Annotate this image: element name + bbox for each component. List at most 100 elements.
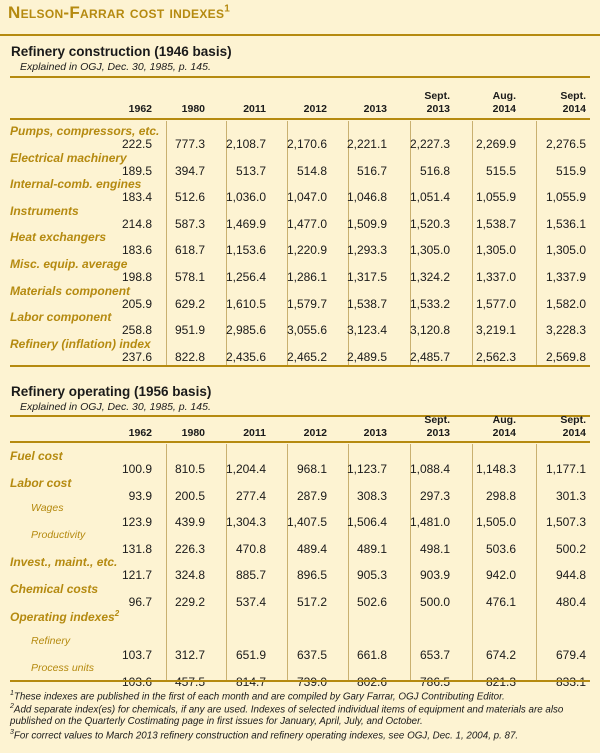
construction-row-label-text: Misc. equip. average (10, 257, 128, 271)
operating-row-label-text: Wages (31, 502, 64, 515)
title-footnote-marker: 1 (224, 3, 231, 15)
operating-cell: 802.6 (356, 674, 387, 689)
operating-cell: 786.5 (419, 674, 450, 689)
operating-cell: 739.0 (296, 674, 327, 689)
operating-row-label-text: Fuel cost (10, 449, 63, 463)
construction-cell: 1,477.0 (286, 216, 327, 231)
construction-column-separator (287, 121, 288, 365)
construction-cell: 214.8 (121, 216, 152, 231)
construction-cell: 1,055.9 (475, 190, 516, 205)
construction-cell: 198.8 (121, 270, 152, 284)
construction-cell: 2,221.1 (346, 137, 387, 151)
construction-column-separator (226, 121, 227, 365)
construction-cell: 3,120.8 (409, 323, 450, 338)
construction-cell: 1,509.9 (346, 216, 387, 231)
construction-cell: 3,123.4 (346, 323, 387, 338)
construction-cell: 3,228.3 (545, 323, 586, 338)
operating-cell: 1,507.3 (545, 515, 586, 530)
construction-col-header-line2: 2013 (363, 103, 387, 115)
construction-cell: 1,055.9 (545, 190, 586, 205)
operating-cell: 100.9 (121, 462, 152, 476)
operating-row-label: Productivity (31, 529, 85, 541)
operating-cell: 674.2 (485, 648, 516, 663)
construction-cell: 1,324.2 (409, 270, 450, 284)
operating-cell: 944.8 (555, 568, 586, 583)
operating-cell: 637.5 (296, 648, 327, 663)
operating-row-label: Fuel cost (10, 449, 63, 463)
operating-cell: 1,177.1 (545, 462, 586, 476)
operating-cell: 297.3 (419, 488, 450, 503)
operating-row-label: Chemical costs (10, 582, 98, 596)
operating-title: Refinery operating (1956 basis) (11, 384, 212, 399)
operating-cell: 229.2 (174, 595, 205, 609)
operating-table-bottom-rule (10, 680, 590, 682)
operating-cell: 277.4 (235, 488, 266, 503)
construction-cell: 2,435.6 (225, 349, 266, 364)
construction-col-header: 1980 (145, 90, 205, 116)
construction-cell: 2,562.3 (475, 349, 516, 364)
construction-col-header-line1 (145, 90, 205, 103)
operating-cell: 480.4 (555, 595, 586, 609)
operating-cell: 457.5 (174, 674, 205, 689)
construction-header-rule-top (10, 76, 590, 78)
construction-cell: 513.7 (235, 163, 266, 178)
construction-row-label-text: Pumps, compressors, etc. (10, 124, 160, 138)
construction-row-label-text: Refinery (inflation) index (10, 336, 151, 351)
operating-cell: 821.3 (485, 674, 516, 689)
operating-cell: 1,407.5 (286, 515, 327, 530)
construction-cell: 183.4 (121, 190, 152, 205)
construction-col-header: Sept. 2014 (526, 90, 586, 116)
construction-row-label: Labor component (10, 310, 111, 324)
operating-cell: 679.4 (555, 648, 586, 663)
construction-header-rule-bottom (10, 118, 590, 120)
operating-col-header-line1 (327, 414, 387, 427)
operating-cell: 968.1 (296, 462, 327, 476)
operating-cell: 500.0 (419, 595, 450, 609)
construction-cell: 237.6 (121, 349, 152, 364)
operating-col-header-line1 (267, 414, 327, 427)
footnote-2-marker: 2 (10, 703, 14, 710)
construction-col-header-line2: 1980 (181, 103, 205, 115)
footnote-1: 1These indexes are published in the firs… (10, 688, 590, 703)
operating-row-label: Process units (31, 662, 94, 674)
construction-col-header-line1: Aug. (492, 90, 516, 102)
operating-row-label: Invest., maint., etc. (10, 555, 117, 569)
construction-cell: 258.8 (121, 323, 152, 338)
construction-cell: 2,485.7 (409, 349, 450, 364)
operating-row-label-text: Process units (31, 661, 95, 674)
operating-cell: 1,204.4 (225, 462, 266, 476)
operating-row-label-text: Refinery (31, 635, 71, 648)
operating-note: Explained in OGJ, Dec. 30, 1985, p. 145. (20, 401, 211, 413)
operating-col-header-line1: Aug. (492, 414, 516, 426)
construction-cell: 514.8 (296, 163, 327, 178)
operating-cell: 470.8 (235, 541, 266, 556)
operating-column-separator (226, 444, 227, 680)
operating-cell: 476.1 (485, 595, 516, 609)
construction-col-header: Aug. 2014 (456, 90, 516, 116)
construction-col-header-line1 (92, 90, 152, 103)
operating-row-label: Labor cost (10, 476, 71, 490)
operating-cell: 131.8 (121, 541, 152, 556)
construction-cell: 1,337.9 (545, 270, 586, 284)
construction-cell: 1,036.0 (225, 190, 266, 205)
title-text: Nelson-Farrar cost indexes (8, 3, 225, 22)
construction-cell: 1,610.5 (225, 296, 266, 311)
construction-cell: 1,305.0 (545, 243, 586, 258)
operating-cell: 537.4 (235, 595, 266, 609)
operating-cell: 1,088.4 (409, 462, 450, 476)
construction-cell: 1,579.7 (286, 296, 327, 311)
construction-title: Refinery construction (1946 basis) (11, 44, 232, 59)
construction-cell: 189.5 (121, 163, 152, 178)
operating-row-label-text: Invest., maint., etc. (10, 555, 118, 570)
operating-row-label-text: Productivity (31, 528, 86, 541)
construction-cell: 2,170.6 (286, 137, 327, 151)
operating-cell: 489.1 (356, 541, 387, 556)
construction-row-label-text: Materials component (10, 283, 131, 298)
construction-cell: 1,317.5 (346, 270, 387, 284)
operating-cell: 93.9 (128, 488, 152, 503)
construction-cell: 2,985.6 (225, 323, 266, 338)
title-rule (0, 34, 600, 36)
construction-col-header-line1 (206, 90, 266, 103)
construction-col-header-line1 (327, 90, 387, 103)
construction-cell: 515.5 (485, 163, 516, 178)
